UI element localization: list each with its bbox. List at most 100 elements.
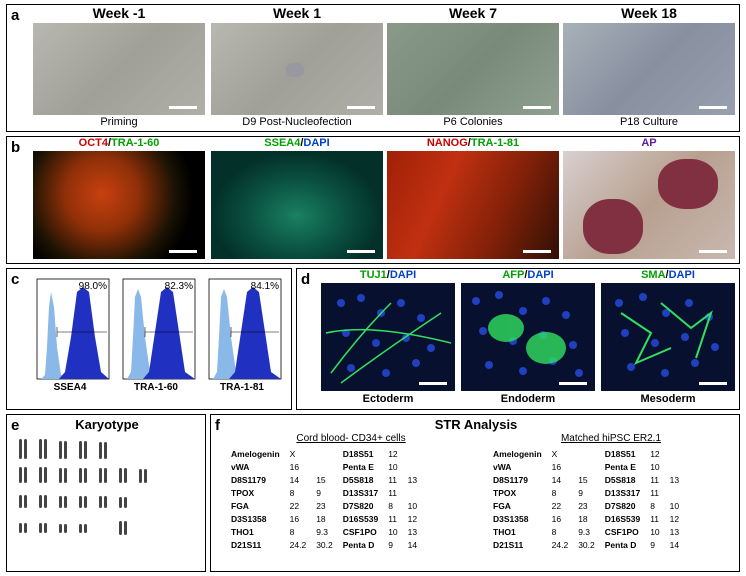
panel-a-header-1: Week 1 [211,5,383,21]
panel-d-image-0 [321,283,455,391]
table-row: D8S11791415D5S8181113 [227,475,421,486]
marker: TRA-1-60 [111,137,159,149]
fluor-svg [321,283,455,391]
table-cell: D3S1358 [227,514,284,525]
table-cell: 11 [384,475,401,486]
flow-marker-0: SSEA4 [29,382,111,393]
panel-d-label: d [301,271,310,288]
panel-b-image-3 [563,151,735,259]
table-row: D21S1124.230.2Penta D914 [489,540,683,551]
panel-e: e Karyotype [6,414,206,572]
flow-svg [201,277,283,393]
table-cell: 13 [666,527,683,538]
marker: AP [641,137,656,149]
table-cell [666,462,683,473]
flow-percent-1: 82.3% [165,281,193,292]
scalebar [419,382,447,385]
table-cell: 8 [548,488,573,499]
table-cell: D5S818 [601,475,644,486]
panel-d-image-1 [461,283,595,391]
table-cell: 9 [646,540,663,551]
flow-plot-1: 82.3% TRA-1-60 [115,277,197,393]
ap-colony [583,199,643,254]
marker: AFP [502,269,524,281]
panel-a-header-3: Week 18 [563,5,735,21]
table-cell: 8 [286,527,311,538]
table-cell: 16 [548,514,573,525]
marker: TRA-1-81 [471,137,519,149]
panel-b: b OCT4/TRA-1-60 SSEA4/DAPI NANOG/TRA-1-8… [6,136,740,264]
ap-colony [658,159,718,209]
table-cell: vWA [227,462,284,473]
flow-marker-1: TRA-1-60 [115,382,197,393]
table-cell: D7S820 [601,501,644,512]
panel-d-layer-2: Mesoderm [601,393,735,405]
table-cell: 11 [384,488,401,499]
panel-b-markers-0: OCT4/TRA-1-60 [33,137,205,149]
scalebar [699,106,727,109]
panel-a-header-2: Week 7 [387,5,559,21]
table-row: TPOX89D13S31711 [489,488,683,499]
panel-e-title: Karyotype [7,417,207,432]
fluor-svg [461,283,595,391]
panel-d-image-2 [601,283,735,391]
table-cell: 12 [666,514,683,525]
panel-a-header-0: Week -1 [33,5,205,21]
table-cell: X [548,449,573,460]
table-cell: 16 [286,462,311,473]
table-cell: Penta D [339,540,382,551]
table-row: AmelogeninXD18S5112 [489,449,683,460]
table-cell: 18 [574,514,599,525]
panel-c-label: c [11,271,19,288]
scalebar [347,250,375,253]
dapi: DAPI [390,269,416,281]
panel-a-image-2 [387,23,559,115]
fluor-svg [601,283,735,391]
panel-a-caption-1: D9 Post-Nucleofection [211,116,383,128]
table-cell: 13 [666,475,683,486]
panel-a-image-0 [33,23,205,115]
table-row: D8S11791415D5S8181113 [489,475,683,486]
table-cell: 11 [646,475,663,486]
table-cell: 18 [312,514,337,525]
table-cell: X [286,449,311,460]
table-cell: 10 [666,501,683,512]
table-cell: 13 [404,475,421,486]
table-cell: 10 [646,462,663,473]
table-cell [312,449,337,460]
table-cell: THO1 [227,527,284,538]
panel-d-marker-0: TUJ1/DAPI [321,269,455,281]
table-cell: 14 [286,475,311,486]
table-row: D3S13581618D16S5391112 [489,514,683,525]
panel-f-title: STR Analysis [211,417,741,432]
panel-d-marker-2: SMA/DAPI [601,269,735,281]
panel-b-image-0 [33,151,205,259]
table-cell: Penta E [339,462,382,473]
panel-d-marker-1: AFP/DAPI [461,269,595,281]
table-cell [574,449,599,460]
table-row: THO189.3CSF1PO1013 [489,527,683,538]
table-row: D3S13581618D16S5391112 [227,514,421,525]
table-cell: FGA [489,501,546,512]
scalebar [347,106,375,109]
table-cell: 9.3 [312,527,337,538]
dapi: DAPI [669,269,695,281]
table-cell: 12 [404,514,421,525]
table-row: vWA16Penta E10 [489,462,683,473]
table-cell: Penta E [601,462,644,473]
table-cell [312,462,337,473]
table-cell: 10 [404,501,421,512]
table-cell [666,488,683,499]
table-row: D21S1124.230.2Penta D914 [227,540,421,551]
table-cell: D16S539 [339,514,382,525]
panel-a-caption-2: P6 Colonies [387,116,559,128]
table-cell: 9 [574,488,599,499]
scalebar [523,250,551,253]
table-cell: 15 [312,475,337,486]
table-cell: FGA [227,501,284,512]
table-cell: D13S317 [601,488,644,499]
marker: SSEA4 [264,137,300,149]
flow-svg [115,277,197,393]
table-cell [404,488,421,499]
panel-b-image-1 [211,151,383,259]
